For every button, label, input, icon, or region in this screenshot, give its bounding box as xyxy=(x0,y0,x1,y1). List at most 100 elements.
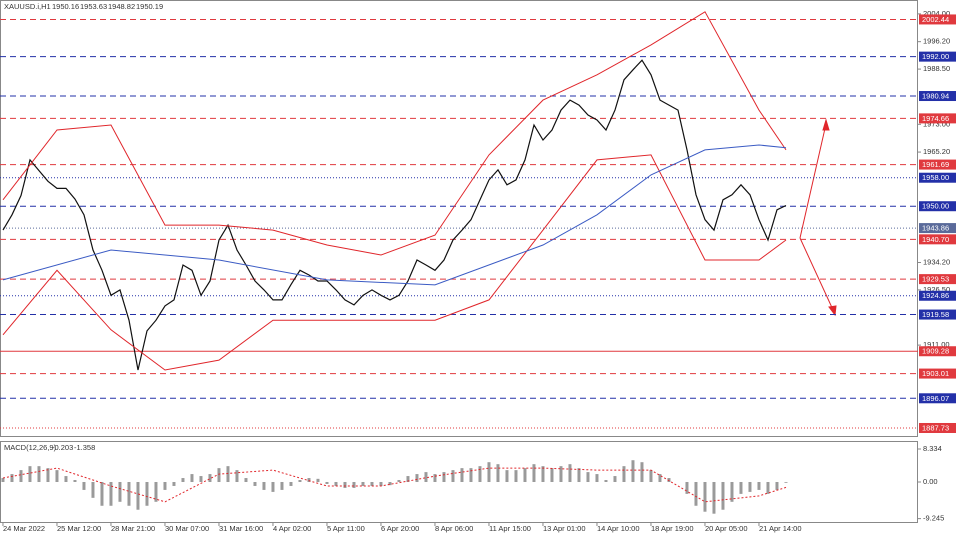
macd-bar xyxy=(532,464,536,482)
macd-bar xyxy=(154,482,158,502)
level-label: 1958.00 xyxy=(922,173,949,182)
level-label: 1924.86 xyxy=(922,291,949,300)
level-tag xyxy=(919,290,956,301)
macd-bar xyxy=(721,482,725,510)
macd-bar xyxy=(316,478,320,482)
macd-main: -0.203 xyxy=(52,443,73,452)
x-tick-label: 25 Mar 12:00 xyxy=(57,524,101,533)
macd-bar xyxy=(514,470,518,482)
quote-open: 1950.16 xyxy=(52,2,79,11)
y-tick-label: 1988.50 xyxy=(923,64,950,73)
macd-bar xyxy=(1,478,5,482)
level-tag xyxy=(919,274,956,285)
level-tag xyxy=(919,309,956,320)
macd-bar xyxy=(127,482,131,506)
level-label: 1887.73 xyxy=(922,423,949,432)
macd-bar xyxy=(244,478,248,482)
y-tick-label: 1973.00 xyxy=(923,119,950,128)
macd-bar xyxy=(37,466,41,482)
macd-bar xyxy=(460,468,464,482)
y-tick-label: 1934.20 xyxy=(923,257,950,266)
macd-bar xyxy=(685,482,689,494)
level-tag xyxy=(919,113,956,124)
y-tick-label: 2004.00 xyxy=(923,9,950,18)
macd-bar xyxy=(181,478,185,482)
macd-bar xyxy=(541,466,545,482)
macd-bar xyxy=(694,482,698,506)
indicator-line xyxy=(2,11,787,256)
quote-high: 1953.63 xyxy=(80,2,107,11)
macd-bar xyxy=(82,482,86,490)
macd-bar xyxy=(10,474,14,482)
macd-bar xyxy=(406,476,410,482)
macd-bar xyxy=(172,482,176,486)
macd-bar xyxy=(451,470,455,482)
price-line xyxy=(2,59,787,371)
macd-bar xyxy=(487,462,491,482)
macd-bar xyxy=(604,480,608,482)
macd-bar xyxy=(325,482,329,484)
x-tick-label: 18 Apr 19:00 xyxy=(651,524,694,533)
quote-close: 1950.19 xyxy=(136,2,163,11)
level-tag xyxy=(919,234,956,245)
macd-bar xyxy=(658,474,662,482)
level-tag xyxy=(919,51,956,62)
arrow-up xyxy=(799,123,827,239)
macd-bar xyxy=(766,482,770,494)
macd-bar xyxy=(433,474,437,482)
x-tick-label: 4 Apr 02:00 xyxy=(273,524,311,533)
level-tag xyxy=(919,393,956,404)
level-label: 1909.28 xyxy=(922,347,949,356)
macd-bar xyxy=(136,482,140,510)
level-label: 1943.86 xyxy=(922,224,949,233)
macd-bar xyxy=(199,476,203,482)
x-tick-label: 6 Apr 20:00 xyxy=(381,524,419,533)
x-tick-label: 11 Apr 15:00 xyxy=(489,524,531,533)
macd-bar xyxy=(55,470,59,482)
x-tick-label: 21 Apr 14:00 xyxy=(759,524,802,533)
macd-title: MACD(12,26,9) xyxy=(4,443,57,452)
macd-frame xyxy=(0,441,918,523)
macd-bar xyxy=(271,482,275,492)
x-tick-label: 31 Mar 16:00 xyxy=(219,524,263,533)
macd-bar xyxy=(703,482,707,512)
macd-bar xyxy=(226,466,230,482)
y-tick-label: 1911.00 xyxy=(923,340,950,349)
macd-bar xyxy=(613,476,617,482)
macd-tick-label: 0.00 xyxy=(923,477,938,486)
x-tick-label: 20 Apr 05:00 xyxy=(705,524,748,533)
macd-bar xyxy=(550,468,554,482)
macd-bar xyxy=(424,472,428,482)
macd-bar xyxy=(757,482,761,490)
macd-tick-label: 8.334 xyxy=(923,444,942,453)
macd-bar xyxy=(640,462,644,482)
macd-bar xyxy=(379,482,383,486)
level-tag xyxy=(919,223,956,234)
quote-low: 1948.82 xyxy=(108,2,135,11)
indicator-line xyxy=(2,154,787,371)
macd-bar xyxy=(748,482,752,492)
level-tag xyxy=(919,159,956,170)
macd-bar xyxy=(262,482,266,490)
macd-bar xyxy=(91,482,95,498)
x-tick-label: 8 Apr 06:00 xyxy=(435,524,473,533)
y-tick-label: 1965.20 xyxy=(923,147,950,156)
level-tag xyxy=(919,172,956,183)
macd-bar xyxy=(235,470,239,482)
macd-bar xyxy=(595,474,599,482)
macd-bar xyxy=(64,476,68,482)
macd-bar xyxy=(496,464,500,482)
macd-bar xyxy=(145,482,149,506)
macd-bar xyxy=(109,482,113,506)
level-label: 1961.69 xyxy=(922,160,949,169)
x-tick-label: 14 Apr 10:00 xyxy=(597,524,640,533)
level-tag xyxy=(919,422,956,433)
macd-bar xyxy=(649,470,653,482)
macd-tick-label: -9.245 xyxy=(923,514,944,523)
macd-bar xyxy=(19,470,23,482)
macd-bar xyxy=(505,470,509,482)
macd-bar xyxy=(523,468,527,482)
macd-bar xyxy=(217,468,221,482)
macd-bar xyxy=(73,480,77,482)
main-frame xyxy=(0,0,918,437)
